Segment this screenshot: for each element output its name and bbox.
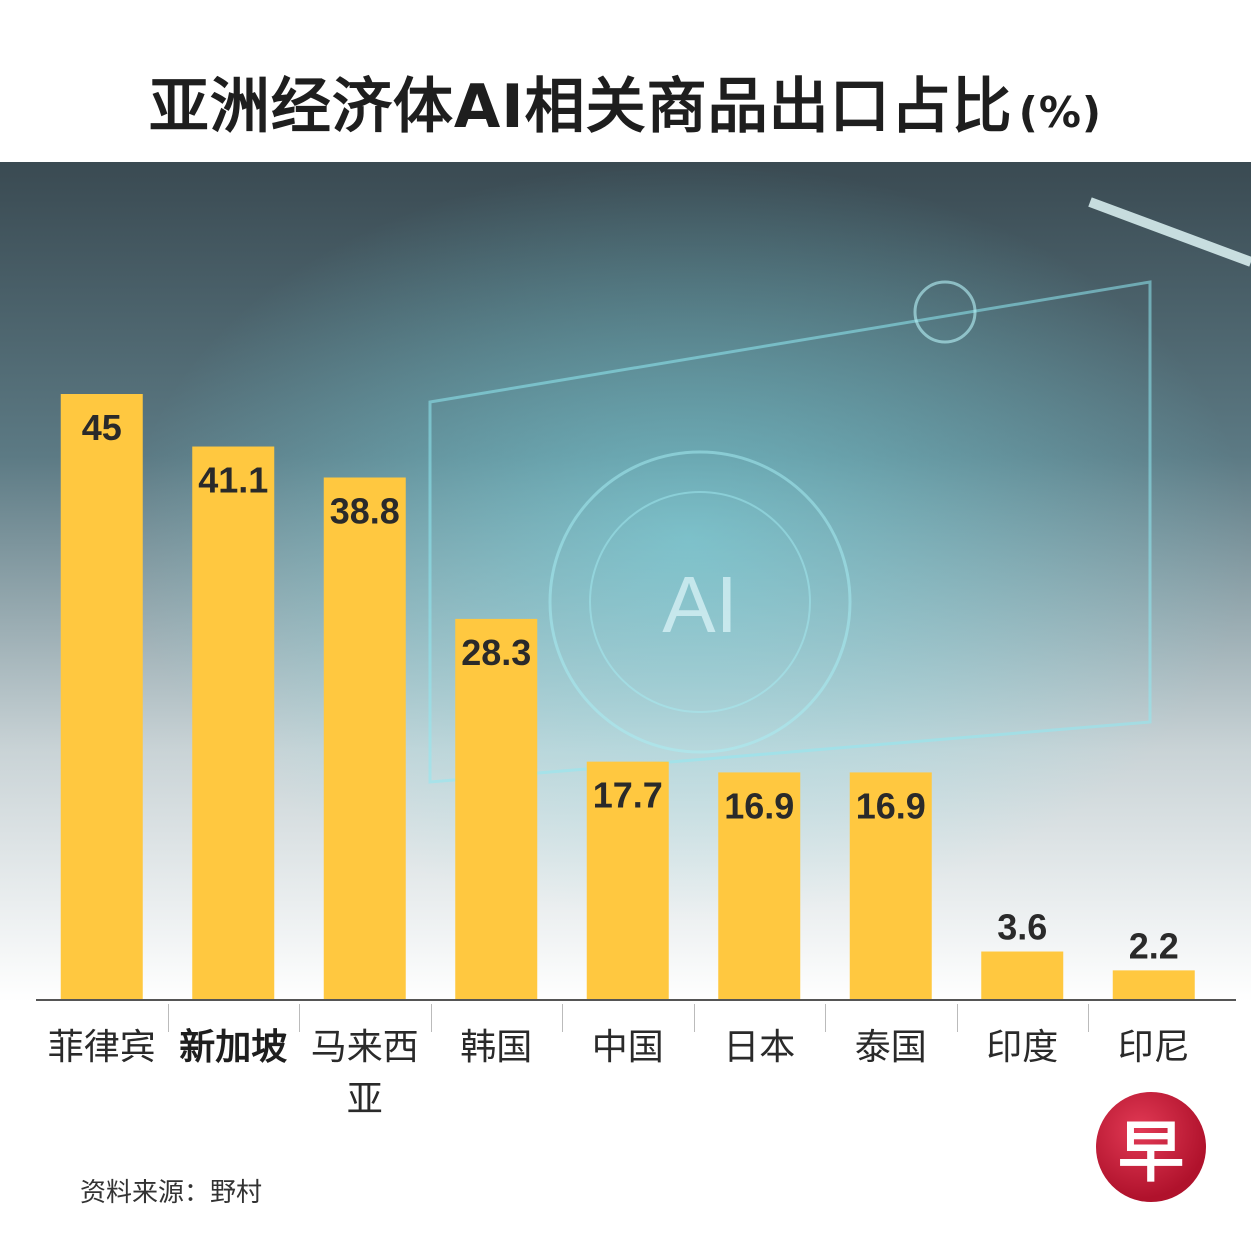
category-separator (693, 1004, 695, 1032)
bar-value-label-4: 28.3 (461, 632, 531, 673)
bar-3 (323, 477, 406, 1000)
brand-logo-icon: 早 (1096, 1092, 1206, 1202)
bar-value-label-3: 38.8 (330, 490, 400, 531)
bar-value-label-9: 2.2 (1129, 925, 1179, 966)
category-separator (956, 1004, 958, 1032)
bar-chart: 45 41.1 38.8 28.3 17.7 16.9 16.9 3.6 2.2 (36, 394, 1236, 1001)
bar-2 (192, 446, 275, 1000)
category-separator (167, 1004, 169, 1032)
bar-7 (849, 772, 932, 1000)
category-label-2: 新加坡 (179, 1027, 288, 1068)
bar-6 (718, 772, 801, 1000)
category-separator (825, 1004, 826, 1032)
bar-value-label-2: 41.1 (198, 460, 268, 501)
bar-value-label-8: 3.6 (997, 907, 1047, 948)
category-separator (299, 1004, 300, 1032)
bar-4 (455, 618, 538, 1000)
category-label-4: 韩国 (460, 1027, 533, 1068)
bar-5 (586, 761, 669, 1000)
bar-value-label-6: 16.9 (724, 785, 794, 826)
category-label-7: 泰国 (854, 1027, 927, 1068)
source-note: 资料来源：野村 (80, 1178, 263, 1208)
background-ai-text: AI (662, 560, 738, 649)
chart-title: 亚洲经济体AI相关商品出口占比 (%) (0, 58, 1251, 145)
title-text: 亚洲经济体AI相关商品出口占比 (148, 72, 1013, 142)
bar-1 (60, 394, 143, 1000)
bar-value-label-7: 16.9 (856, 785, 926, 826)
bar-value-label-5: 17.7 (593, 775, 663, 816)
bar-9 (1112, 970, 1195, 1000)
bar-8 (981, 951, 1064, 1000)
tech-background-panel: AI 45 41.1 38.8 28.3 17.7 16.9 16.9 3.6 2.2 (0, 162, 1251, 1002)
category-separator (430, 1004, 432, 1032)
logo-text: 早 (1118, 1114, 1184, 1191)
category-label-6: 日本 (723, 1027, 796, 1068)
category-label-3: 马来西亚 (310, 1027, 419, 1120)
category-separator (562, 1004, 563, 1032)
category-label-8: 印度 (986, 1027, 1059, 1068)
category-label-1: 菲律宾 (47, 1027, 156, 1068)
title-unit: (%) (1018, 88, 1103, 137)
bar-value-label-1: 45 (82, 407, 122, 448)
category-label-5: 中国 (591, 1027, 664, 1068)
category-separator (1088, 1004, 1089, 1032)
category-label-9: 印尼 (1117, 1027, 1190, 1068)
